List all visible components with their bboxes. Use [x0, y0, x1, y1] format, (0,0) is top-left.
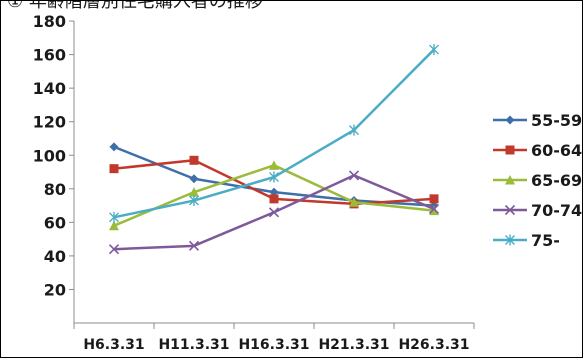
legend-label-75-: 75- [531, 231, 560, 250]
y-tick-label: 160 [33, 46, 66, 65]
legend-marker-70-74 [504, 204, 516, 216]
y-tick-label: 100 [33, 146, 66, 165]
data-point-70-74 [348, 170, 360, 181]
legend-label-65-69: 65-69 [531, 171, 582, 190]
x-tick-label: H26.3.31 [398, 337, 469, 353]
legend: 55-59 60-64 65-69 70-74 75- [493, 111, 582, 250]
y-tick-label: 120 [33, 113, 66, 132]
data-point-75- [269, 171, 279, 183]
data-point-65-69 [269, 160, 279, 170]
data-point-75- [429, 44, 439, 56]
x-tick-label: H21.3.31 [318, 337, 389, 353]
data-point-60-64 [269, 194, 279, 204]
data-point-65-69 [429, 205, 439, 216]
data-point-60-64 [109, 164, 119, 174]
chart-title-fragment: ① 年齢階層別住宅購入者の推移 [7, 1, 263, 12]
data-point-65-69 [109, 220, 119, 231]
y-tick-label: 20 [44, 280, 66, 299]
y-tick-label: 80 [44, 180, 66, 199]
axes: 20 40 60 80 100 120 140 160 180 H6.3.31 H11.3.31 H1… [33, 12, 475, 353]
data-point-70-74 [268, 207, 280, 218]
data-point-60-64 [429, 194, 439, 204]
data-point-70-74 [108, 244, 120, 255]
legend-label-60-64: 60-64 [531, 141, 582, 160]
legend-label-55-59: 55-59 [531, 111, 582, 130]
legend-marker-75- [505, 234, 515, 246]
x-tick-label: H16.3.31 [238, 337, 309, 353]
data-point-55-59 [189, 174, 199, 184]
data-point-75- [349, 124, 359, 136]
legend-label-70-74: 70-74 [531, 201, 582, 220]
y-tick-label: 140 [33, 79, 66, 98]
legend-marker-65-69 [505, 175, 515, 185]
x-tick-label: H6.3.31 [83, 337, 144, 353]
y-tick-label: 180 [33, 12, 66, 31]
data-point-70-74 [188, 240, 200, 251]
data-point-75- [189, 195, 199, 207]
data-point-75- [109, 211, 119, 223]
y-tick-label: 40 [44, 247, 66, 266]
data-point-60-64 [189, 155, 199, 165]
x-tick-label: H11.3.31 [158, 337, 229, 353]
data-point-65-69 [349, 197, 359, 207]
series-layer [108, 44, 440, 255]
data-point-70-74 [428, 203, 440, 214]
data-point-65-69 [189, 187, 199, 197]
legend-marker-55-59 [505, 115, 515, 125]
data-point-55-59 [109, 142, 119, 152]
y-tick-label: 60 [44, 213, 66, 232]
legend-marker-60-64 [505, 145, 515, 155]
